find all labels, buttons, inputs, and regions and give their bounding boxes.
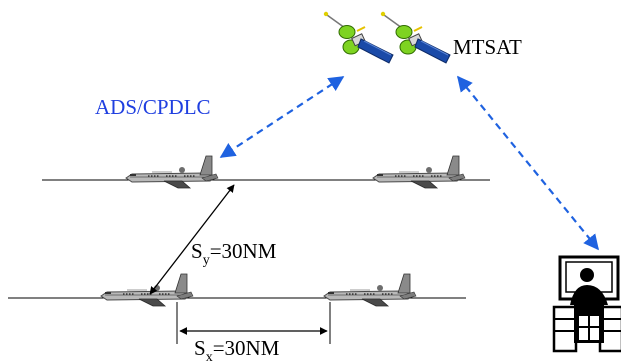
datalink-arrow-ground xyxy=(457,75,599,251)
satellite-icon xyxy=(322,10,394,64)
airplane-icon xyxy=(372,155,466,189)
lateral-value: =30NM xyxy=(210,239,277,263)
longitudinal-separation-label: Sx=30NM xyxy=(194,336,280,363)
longitudinal-value: =30NM xyxy=(213,336,280,360)
air-traffic-controller-icon xyxy=(552,255,621,353)
datalink-arrow-aircraft xyxy=(219,76,345,158)
airplane-icon xyxy=(100,273,194,307)
airplane-icon xyxy=(323,273,417,307)
longitudinal-symbol: S xyxy=(194,336,206,360)
lateral-subscript: y xyxy=(203,253,210,268)
longitudinal-subscript: x xyxy=(206,350,213,363)
lateral-separation-label: Sy=30NM xyxy=(191,239,277,268)
datalink-label: ADS/CPDLC xyxy=(95,95,211,119)
satellite-label: MTSAT xyxy=(453,35,522,59)
lateral-symbol: S xyxy=(191,239,203,263)
lateral-separation-arrow xyxy=(149,184,235,295)
airplane-icon xyxy=(125,155,219,189)
